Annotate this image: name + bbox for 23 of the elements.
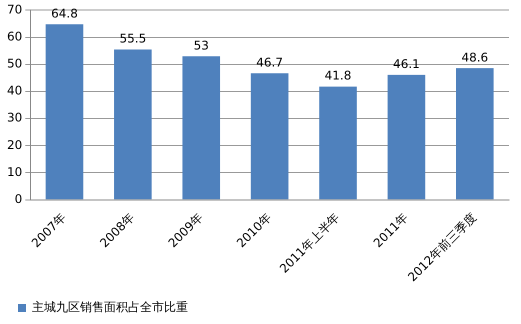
data-label: 46.1 <box>393 57 420 72</box>
bar <box>319 86 357 200</box>
y-tick-label: 10 <box>6 164 22 179</box>
y-tick-label: 40 <box>6 84 22 98</box>
bar <box>46 24 84 200</box>
y-tick-label: 20 <box>6 138 22 152</box>
y-tick-label: 50 <box>6 56 22 70</box>
y-tick-label: 0 <box>14 192 22 206</box>
y-tick-label: 70 <box>6 2 22 16</box>
legend-label: 主城九区销售面积占全市比重 <box>32 300 188 314</box>
data-label: 64.8 <box>51 6 78 20</box>
data-label: 41.8 <box>324 68 352 83</box>
bar <box>388 74 426 200</box>
bar <box>114 49 152 200</box>
bar <box>250 73 288 200</box>
bar <box>182 56 220 200</box>
bar <box>456 68 494 200</box>
data-label: 53 <box>194 38 209 52</box>
y-tick-label: 30 <box>6 110 22 125</box>
data-label: 46.7 <box>256 55 283 70</box>
data-label: 48.6 <box>461 50 488 64</box>
y-tick-label: 60 <box>6 29 22 44</box>
data-label: 55.5 <box>119 32 146 46</box>
